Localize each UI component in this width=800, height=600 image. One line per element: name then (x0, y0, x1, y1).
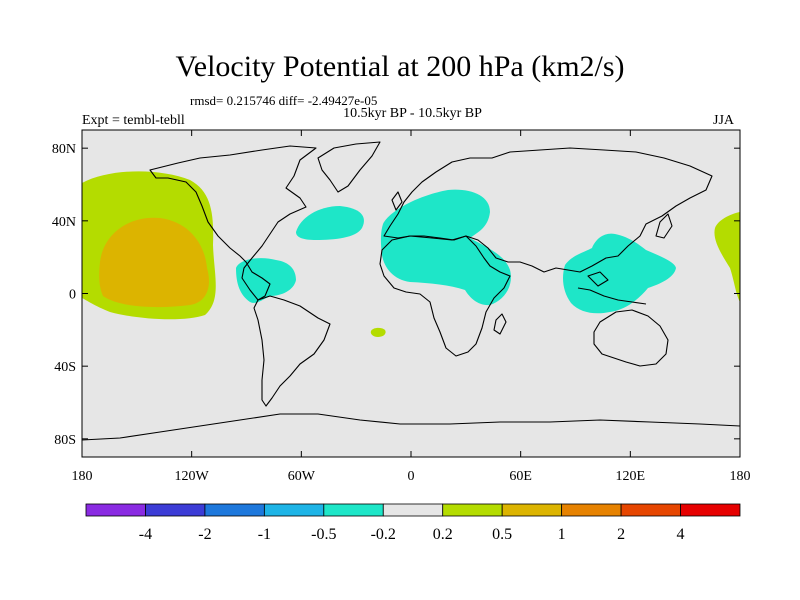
coast-antarctica (82, 413, 740, 441)
region-east-pacific-edge-positive (714, 212, 740, 302)
lon-tick-label: 180 (72, 469, 93, 484)
map-subtitle: 10.5kyr BP - 10.5kyr BP (343, 106, 482, 121)
season-label: JJA (713, 113, 735, 128)
colorbar-label: -4 (139, 526, 152, 543)
colorbar-label: 0.2 (433, 526, 453, 543)
coast-south-america (253, 295, 331, 407)
colorbar: -4 -2 -1 -0.5 -0.2 0.2 0.5 1 2 4 (85, 503, 741, 543)
colorbar-swatch (85, 503, 146, 517)
coast-eurasia (383, 147, 713, 273)
colorbar-swatch (561, 503, 622, 517)
colorbar-label: -1 (258, 526, 271, 543)
coast-indonesia (577, 271, 647, 305)
experiment-label: Expt = tembl-tebll (82, 113, 185, 128)
colorbar-swatch (263, 503, 325, 517)
region-north-pacific-core (99, 217, 209, 308)
colorbar-swatch (680, 503, 741, 517)
region-africa-eurasia-negative (380, 189, 511, 306)
colorbar-label: -0.5 (311, 526, 336, 543)
colorbar-swatch (145, 503, 206, 517)
colorbar-label: -2 (198, 526, 211, 543)
lon-tick-label: 60W (288, 469, 316, 484)
lon-tick-label: 120E (616, 469, 646, 484)
lon-tick-label: 0 (408, 469, 415, 484)
colorbar-label: 2 (617, 526, 625, 543)
lon-tick-label: 180 (730, 469, 751, 484)
coastlines (82, 141, 740, 441)
colorbar-swatch (501, 503, 563, 517)
colorbar-label: 4 (677, 526, 685, 543)
map-title: Velocity Potential at 200 hPa (km2/s) (175, 50, 625, 83)
colorbar-swatch (323, 503, 384, 517)
coast-north-america (149, 145, 317, 301)
coast-uk (391, 191, 403, 211)
region-maritime-continent-negative (563, 233, 676, 314)
coast-japan (655, 213, 673, 239)
lon-tick-label: 60E (509, 469, 532, 484)
region-north-atlantic-negative (296, 206, 364, 240)
colorbar-swatch (620, 503, 681, 517)
lat-tick-label: 40N (52, 215, 76, 230)
colorbar-label: 1 (558, 526, 566, 543)
coast-africa (379, 235, 511, 357)
colorbar-swatch (382, 503, 444, 517)
colorbar-label: -0.2 (371, 526, 396, 543)
axis-ticks: 180 120W 60W 0 60E 120E 180 80N 40N 0 40S 80S (52, 130, 751, 484)
coast-australia (593, 309, 669, 367)
lat-tick-label: 80S (54, 433, 76, 448)
coast-madagascar (493, 313, 507, 335)
lon-tick-label: 120W (175, 469, 210, 484)
lat-tick-label: 0 (69, 288, 76, 303)
coast-greenland (317, 141, 381, 193)
colorbar-swatch (204, 503, 265, 517)
colorbar-swatch (442, 503, 503, 517)
lat-tick-label: 80N (52, 142, 76, 157)
lat-tick-label: 40S (54, 360, 76, 375)
colorbar-label: 0.5 (492, 526, 512, 543)
rmsd-diff-label: rmsd= 0.215746 diff= -2.49427e-05 (190, 93, 378, 108)
contour-fills (82, 171, 740, 337)
region-south-atlantic-positive (370, 327, 386, 337)
